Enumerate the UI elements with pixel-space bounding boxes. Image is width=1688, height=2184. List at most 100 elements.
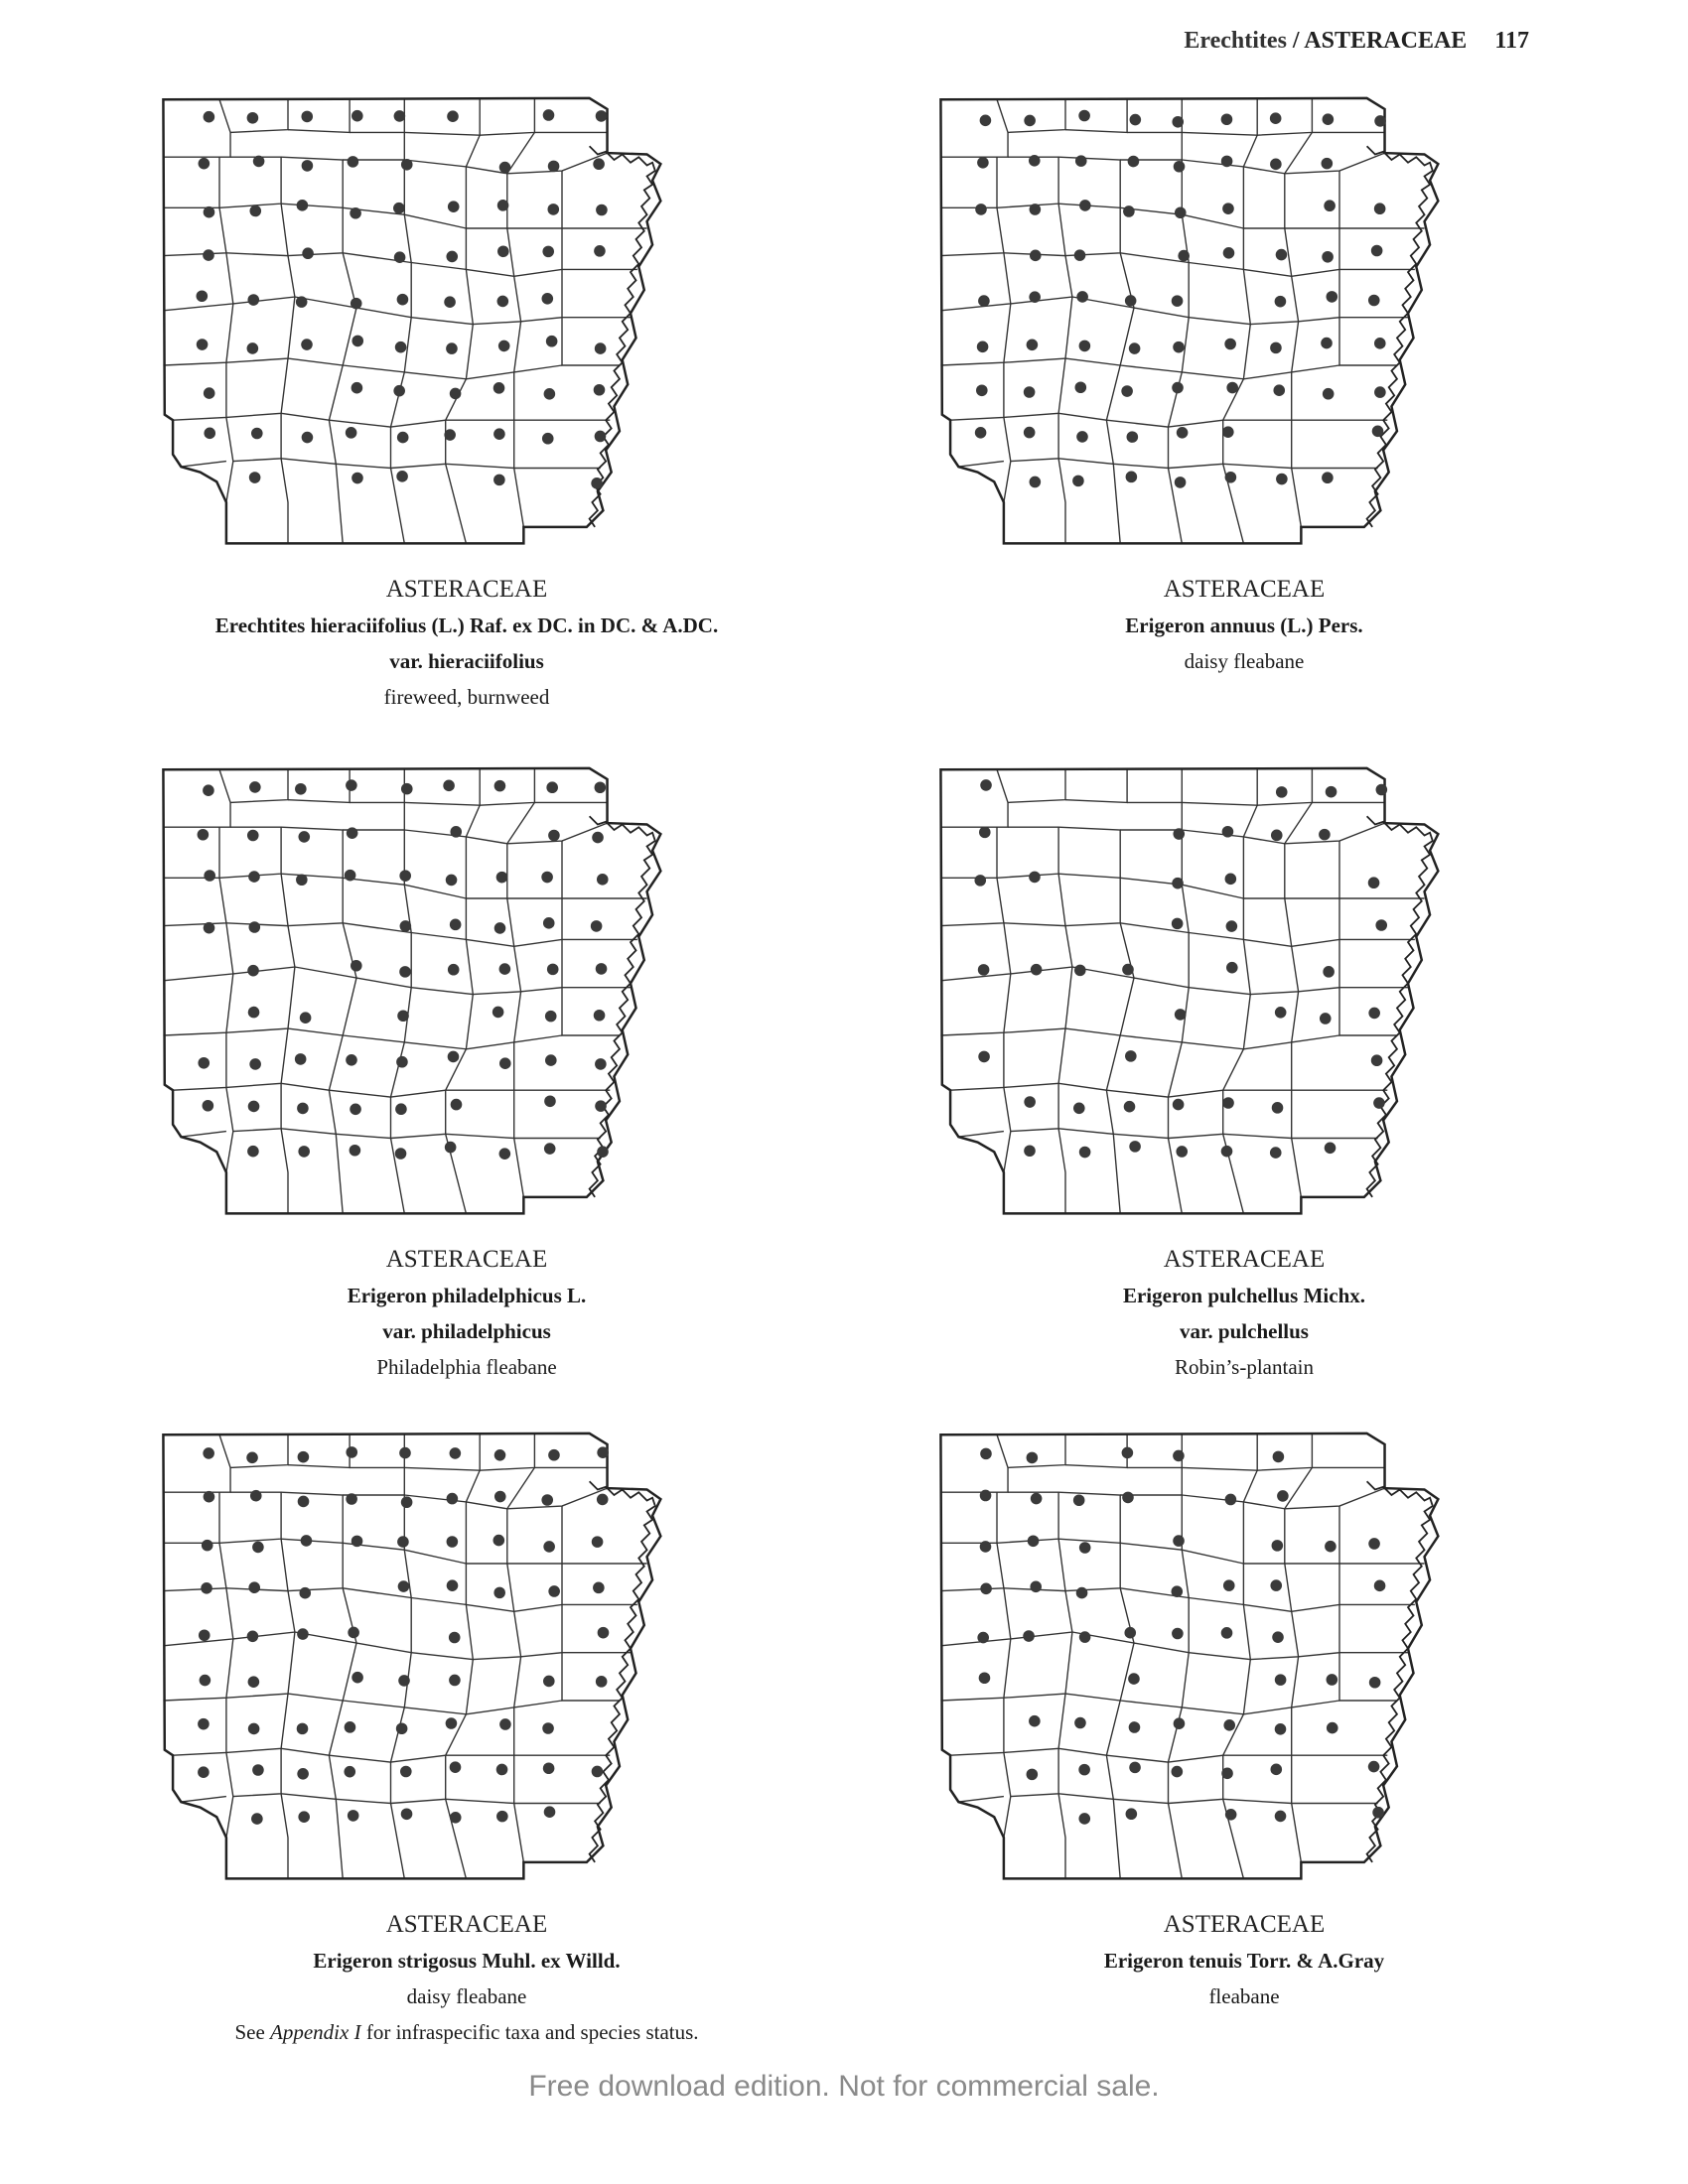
- county-occurrence-dot: [543, 1541, 555, 1553]
- county-occurrence-dot: [1074, 381, 1087, 394]
- county-boundary: [163, 99, 231, 158]
- county-occurrence-dot: [541, 871, 553, 884]
- county-boundary: [232, 925, 296, 975]
- county-occurrence-dot: [298, 831, 311, 843]
- county-occurrence-dot: [1274, 1007, 1287, 1019]
- county-boundary: [287, 99, 351, 134]
- county-boundary: [520, 269, 563, 323]
- county-occurrence-dot: [1375, 919, 1388, 931]
- county-occurrence-dot: [545, 335, 558, 347]
- county-occurrence-dot: [297, 1102, 309, 1115]
- county-occurrence-dot: [1174, 1009, 1187, 1021]
- county-occurrence-dot: [1023, 1630, 1035, 1642]
- county-boundary: [1291, 227, 1340, 277]
- county-occurrence-dot: [201, 1539, 213, 1552]
- county-boundary: [1064, 769, 1128, 804]
- county-occurrence-dot: [1224, 1808, 1237, 1821]
- county-boundary: [1182, 1469, 1258, 1503]
- county-boundary: [940, 1638, 1012, 1702]
- county-occurrence-dot: [198, 1056, 211, 1069]
- county-occurrence-dot: [348, 1626, 359, 1639]
- county-boundary: [1167, 1138, 1183, 1214]
- county-boundary: [281, 1034, 344, 1091]
- county-boundary: [1189, 1604, 1252, 1661]
- county-occurrence-dot: [1367, 294, 1380, 307]
- county-boundary: [350, 767, 405, 804]
- county-occurrence-dot: [590, 920, 603, 932]
- county-occurrence-dot: [450, 826, 463, 838]
- county-occurrence-dot: [446, 250, 459, 263]
- county-boundary: [1182, 994, 1251, 1050]
- caption-common-name: Robin’s-plantain: [1175, 1355, 1314, 1379]
- county-boundary: [287, 307, 357, 366]
- county-occurrence-dot: [1078, 340, 1091, 352]
- county-boundary: [1112, 1134, 1121, 1214]
- county-boundary: [335, 1134, 344, 1214]
- county-occurrence-dot: [1172, 1627, 1184, 1640]
- county-occurrence-dot: [1222, 1097, 1234, 1109]
- county-occurrence-dot: [1023, 386, 1036, 398]
- county-occurrence-dot: [344, 1765, 356, 1778]
- county-boundary: [1064, 977, 1135, 1036]
- county-occurrence-dot: [1224, 873, 1237, 886]
- caption-common-name: fireweed, burnweed: [383, 685, 550, 709]
- county-occurrence-dot: [252, 155, 265, 168]
- county-occurrence-dot: [248, 921, 261, 933]
- county-occurrence-dot: [1173, 828, 1186, 840]
- map-caption: ASTERACEAE Erechtites hieraciifolius (L.…: [149, 572, 784, 715]
- county-occurrence-dot: [548, 1585, 560, 1597]
- county-occurrence-dot: [297, 1767, 309, 1780]
- county-boundary: [506, 1487, 608, 1510]
- county-boundary: [1133, 262, 1190, 319]
- county-boundary: [1064, 307, 1135, 366]
- county-boundary: [1284, 171, 1340, 229]
- county-boundary: [1291, 897, 1340, 947]
- county-occurrence-dot: [203, 205, 215, 218]
- mississippi-river: [1365, 815, 1434, 1198]
- county-boundary: [404, 1433, 481, 1471]
- county-boundary: [473, 276, 522, 326]
- county-occurrence-dot: [444, 1141, 457, 1154]
- distribution-map-panel: ASTERACEAE Erigeron philadelphicus L. va…: [149, 759, 784, 1395]
- county-occurrence-dot: [246, 342, 259, 354]
- county-occurrence-dot: [543, 387, 556, 400]
- distribution-map-panel: ASTERACEAE Erechtites hieraciifolius (L.…: [149, 89, 784, 725]
- county-boundary: [1010, 1590, 1073, 1640]
- mississippi-river: [588, 145, 656, 528]
- county-occurrence-dot: [1029, 291, 1041, 303]
- county-occurrence-dot: [1173, 1449, 1185, 1462]
- county-boundary: [1008, 1434, 1066, 1469]
- county-occurrence-dot: [547, 160, 560, 173]
- county-occurrence-dot: [541, 293, 554, 305]
- county-boundary: [225, 296, 296, 363]
- county-boundary: [1127, 767, 1183, 804]
- county-boundary: [1182, 1659, 1251, 1715]
- county-boundary: [1189, 227, 1245, 271]
- county-boundary: [1242, 1501, 1285, 1565]
- county-occurrence-dot: [251, 1813, 263, 1825]
- county-occurrence-dot: [1128, 1721, 1141, 1733]
- county-occurrence-dot: [493, 1449, 506, 1461]
- county-boundary: [287, 1642, 357, 1702]
- county-occurrence-dot: [349, 1144, 361, 1157]
- county-boundary: [940, 922, 1012, 982]
- county-occurrence-dot: [1076, 431, 1088, 443]
- county-occurrence-dot: [1023, 426, 1036, 439]
- county-occurrence-dot: [1274, 1810, 1287, 1823]
- county-boundary: [996, 1491, 1059, 1544]
- county-occurrence-dot: [248, 472, 261, 483]
- county-occurrence-dot: [1172, 877, 1184, 889]
- county-occurrence-dot: [498, 1057, 511, 1070]
- state-outline: [939, 1432, 1440, 1880]
- county-boundary: [1189, 939, 1252, 996]
- county-occurrence-dot: [1125, 1050, 1137, 1062]
- county-boundary: [1064, 1434, 1128, 1469]
- county-occurrence-dot: [352, 1671, 363, 1684]
- county-boundary: [958, 460, 1004, 468]
- county-boundary: [1291, 1034, 1340, 1043]
- county-boundary: [940, 769, 1009, 828]
- state-outline: [162, 1432, 662, 1880]
- county-boundary: [513, 364, 563, 373]
- county-boundary: [1064, 207, 1121, 257]
- county-occurrence-dot: [1321, 337, 1333, 349]
